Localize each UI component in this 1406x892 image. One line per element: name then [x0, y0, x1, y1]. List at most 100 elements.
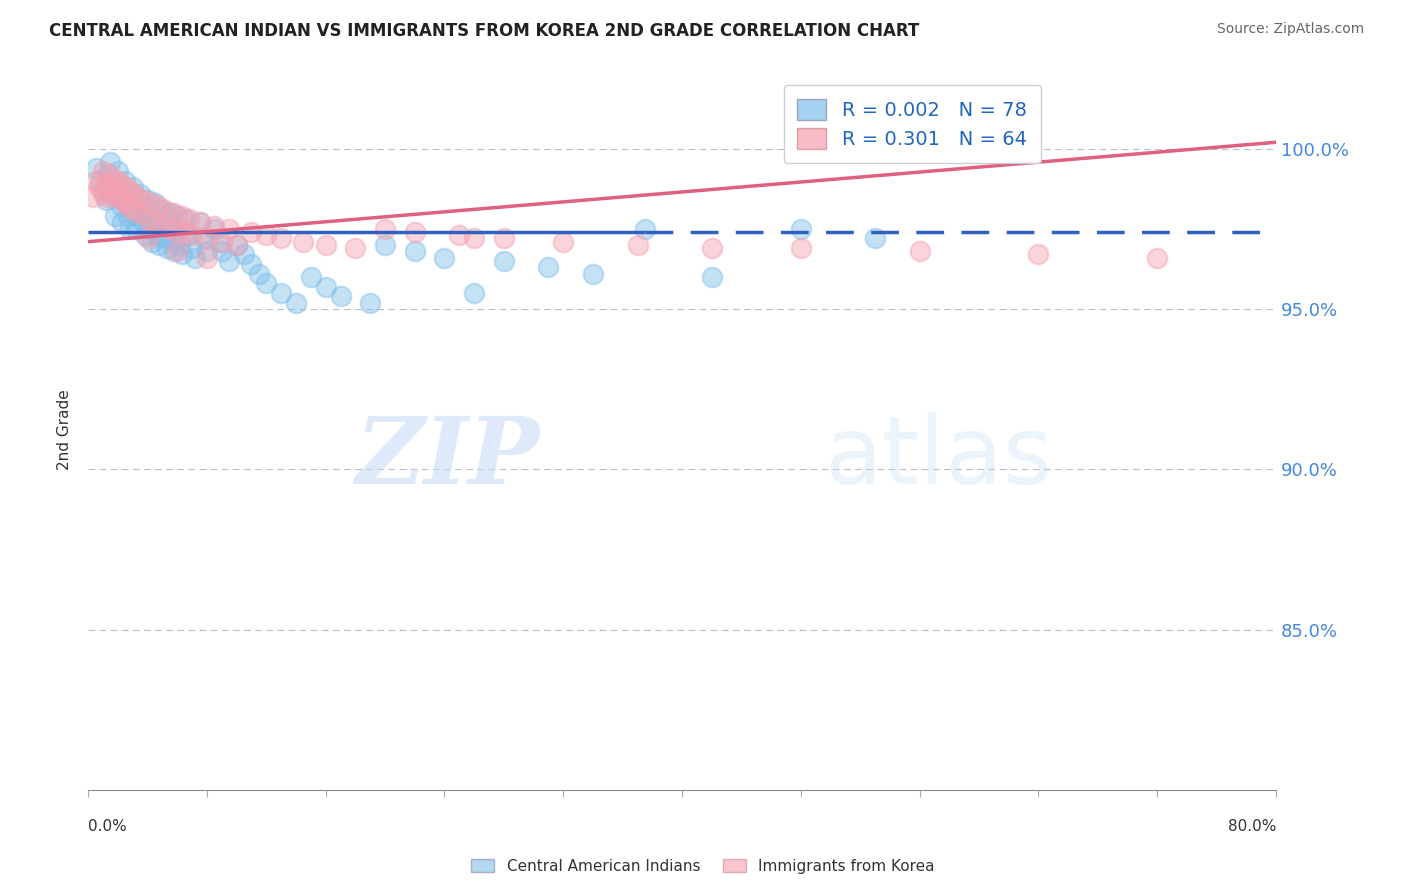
Point	[211, 244, 233, 259]
Point	[124, 222, 146, 236]
Point	[218, 253, 240, 268]
Point	[146, 199, 169, 213]
Point	[166, 225, 188, 239]
Point	[150, 202, 173, 217]
Point	[292, 235, 315, 249]
Point	[146, 228, 169, 243]
Point	[863, 231, 886, 245]
Point	[433, 251, 456, 265]
Point	[240, 257, 263, 271]
Point	[193, 231, 215, 245]
Text: 80.0%: 80.0%	[1227, 819, 1277, 834]
Point	[129, 186, 152, 201]
Point	[179, 212, 201, 227]
Point	[254, 277, 277, 291]
Point	[118, 199, 141, 213]
Point	[202, 219, 225, 233]
Point	[121, 186, 143, 201]
Point	[136, 193, 159, 207]
Point	[111, 215, 134, 229]
Point	[285, 295, 308, 310]
Point	[143, 196, 166, 211]
Point	[270, 285, 292, 300]
Point	[107, 186, 129, 201]
Point	[129, 202, 152, 217]
Point	[96, 167, 118, 181]
Point	[87, 180, 110, 194]
Point	[173, 225, 195, 239]
Text: Source: ZipAtlas.com: Source: ZipAtlas.com	[1216, 22, 1364, 37]
Point	[159, 222, 181, 236]
Point	[202, 222, 225, 236]
Point	[84, 161, 107, 175]
Point	[233, 247, 256, 261]
Point	[184, 251, 207, 265]
Point	[118, 222, 141, 236]
Point	[173, 212, 195, 227]
Y-axis label: 2nd Grade: 2nd Grade	[58, 389, 72, 469]
Point	[100, 154, 122, 169]
Point	[404, 225, 426, 239]
Point	[195, 244, 218, 259]
Point	[104, 209, 127, 223]
Point	[163, 244, 186, 259]
Point	[143, 215, 166, 229]
Point	[141, 235, 163, 249]
Point	[139, 196, 162, 211]
Point	[626, 238, 648, 252]
Point	[82, 190, 104, 204]
Text: CENTRAL AMERICAN INDIAN VS IMMIGRANTS FROM KOREA 2ND GRADE CORRELATION CHART: CENTRAL AMERICAN INDIAN VS IMMIGRANTS FR…	[49, 22, 920, 40]
Point	[132, 215, 155, 229]
Legend: R = 0.002   N = 78, R = 0.301   N = 64: R = 0.002 N = 78, R = 0.301 N = 64	[783, 86, 1040, 163]
Point	[121, 180, 143, 194]
Point	[195, 251, 218, 265]
Point	[107, 190, 129, 204]
Point	[132, 193, 155, 207]
Point	[329, 289, 352, 303]
Point	[117, 209, 139, 223]
Point	[188, 215, 211, 229]
Point	[463, 231, 485, 245]
Point	[84, 174, 107, 188]
Point	[790, 241, 813, 255]
Point	[104, 186, 127, 201]
Point	[155, 202, 177, 217]
Point	[315, 238, 337, 252]
Point	[247, 267, 270, 281]
Point	[374, 222, 396, 236]
Point	[537, 260, 560, 275]
Text: 0.0%: 0.0%	[89, 819, 127, 834]
Point	[129, 206, 152, 220]
Point	[225, 238, 247, 252]
Point	[91, 183, 114, 197]
Point	[176, 228, 198, 243]
Point	[100, 180, 122, 194]
Point	[449, 228, 471, 243]
Point	[103, 190, 125, 204]
Point	[225, 238, 247, 252]
Point	[124, 209, 146, 223]
Point	[170, 247, 193, 261]
Point	[110, 177, 132, 191]
Point	[150, 219, 173, 233]
Point	[166, 209, 188, 223]
Point	[94, 177, 117, 191]
Point	[634, 222, 657, 236]
Point	[195, 231, 218, 245]
Point	[96, 190, 118, 204]
Point	[100, 183, 122, 197]
Point	[700, 241, 723, 255]
Point	[127, 190, 149, 204]
Point	[136, 209, 159, 223]
Point	[344, 241, 367, 255]
Point	[166, 225, 188, 239]
Point	[111, 193, 134, 207]
Point	[254, 228, 277, 243]
Point	[163, 206, 186, 220]
Point	[162, 235, 184, 249]
Point	[700, 269, 723, 284]
Point	[121, 196, 143, 211]
Point	[103, 174, 125, 188]
Point	[188, 215, 211, 229]
Point	[159, 206, 181, 220]
